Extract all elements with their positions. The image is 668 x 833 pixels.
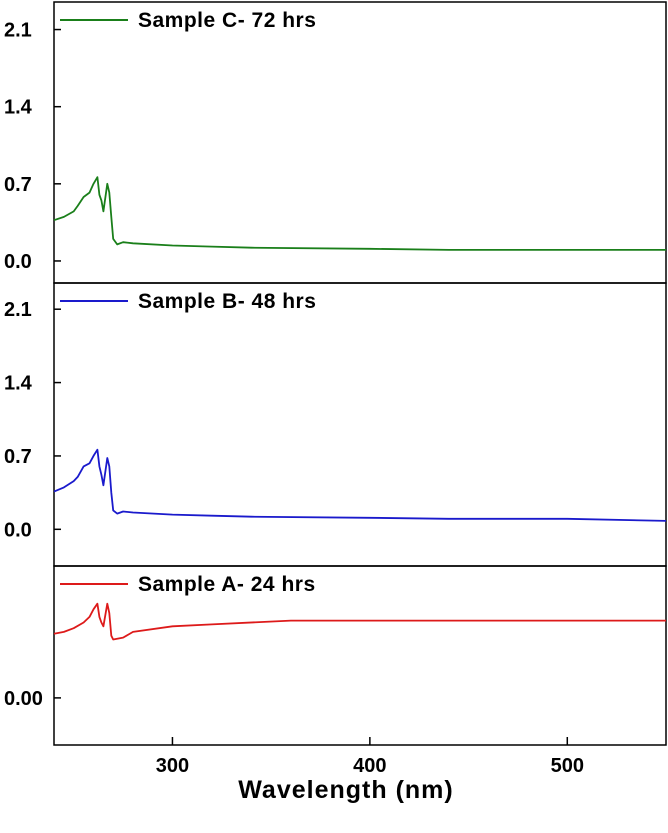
series-line-1-0 [53,448,667,522]
panel-0: 2.1 1.4 0.7 0.0 Sample C- 72 hrs [4,1,667,284]
y-tick-label: 0.7 [4,174,32,196]
panel-frame [53,282,667,567]
x-tick-label: 400 [353,755,386,777]
x-axis: 300 400 500 [156,737,584,777]
x-axis-title: Wavelength (nm) [238,776,453,804]
y-tick-label: 0.0 [4,251,32,273]
y-tick-label: 1.4 [4,97,33,119]
y-tick-label: 0.0 [4,519,32,541]
legend-label: Sample B- 48 hrs [138,290,316,313]
y-tick-label: 0.7 [4,446,32,468]
series-line-2-0 [53,602,666,641]
series-line-0-0 [53,176,666,251]
y-tick-label: 2.1 [4,299,32,321]
y-tick-label: 1.4 [4,373,33,395]
legend-label: Sample C- 72 hrs [138,9,316,32]
y-tick-label: 0.00 [4,688,43,710]
legend-label: Sample A- 24 hrs [138,573,316,596]
panel-frame [53,1,667,284]
x-tick-label: 500 [551,755,584,777]
panel-1: 2.1 1.4 0.7 0.0 Sample B- 48 hrs [4,282,667,567]
panel-2: 0.00 Sample A- 24 hrs [4,565,667,746]
panel-frame [53,565,667,746]
panels-layer: 2.1 1.4 0.7 0.0 Sample C- 72 hrs 2.1 1.4 0.7 0.0… [4,1,667,746]
x-tick-label: 300 [156,755,189,777]
y-tick-label: 2.1 [4,20,32,42]
